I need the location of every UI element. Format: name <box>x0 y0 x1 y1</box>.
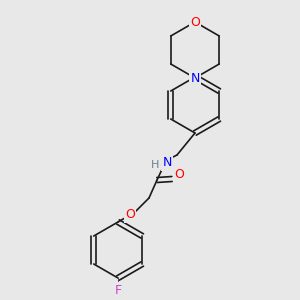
Text: O: O <box>174 169 184 182</box>
Text: O: O <box>190 16 200 28</box>
Text: F: F <box>114 284 122 296</box>
Text: H: H <box>151 160 159 170</box>
Text: N: N <box>190 71 200 85</box>
Text: N: N <box>162 157 172 169</box>
Text: O: O <box>125 208 135 221</box>
